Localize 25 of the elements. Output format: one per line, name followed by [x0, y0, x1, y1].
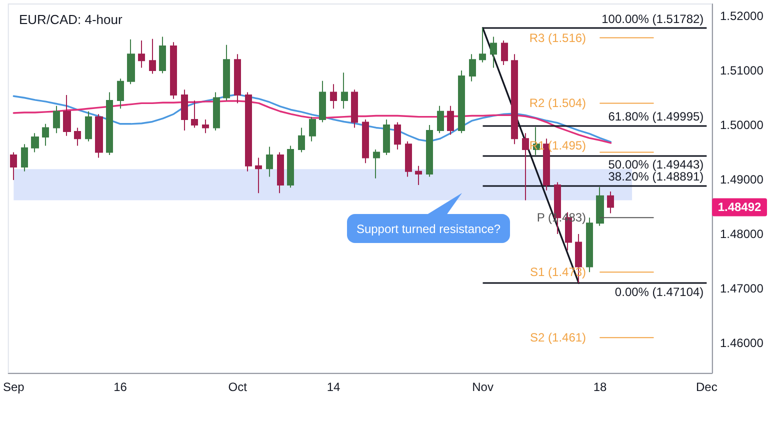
y-tick-label: 1.50000: [720, 118, 764, 132]
y-tick-label: 1.47000: [720, 282, 764, 296]
series-label: R2 (1.504): [529, 96, 586, 110]
y-tick-label: 1.52000: [720, 8, 764, 23]
series-label: S2 (1.461): [530, 330, 586, 345]
ref-line-label: 0.00% (1.47104): [614, 284, 704, 299]
y-tick-label: 1.48000: [720, 227, 764, 242]
ref-line-label: 100.00% (1.51782): [602, 12, 704, 26]
series-label: R3 (1.516): [529, 30, 586, 45]
x-tick-label: Oct: [228, 380, 248, 394]
x-tick-label: Nov: [472, 380, 494, 394]
text: 1.48492: [718, 200, 762, 214]
ref-line-label: 61.80% (1.49995): [608, 109, 704, 124]
x-tick-label: 18: [593, 380, 608, 394]
x-tick-label: 14: [326, 380, 341, 394]
y-tick-label: 1.51000: [720, 63, 764, 78]
y-tick-label: 1.46000: [720, 336, 764, 350]
x-tick-label: Dec: [696, 380, 718, 394]
ref-line-label: 50.00% (1.49443): [608, 157, 704, 172]
x-tick-label: Sep: [2, 380, 25, 394]
x-tick-label: 16: [114, 380, 128, 394]
annotation: Support turned resistance?: [347, 214, 510, 243]
series-label: R1 (1.495): [529, 138, 586, 152]
y-tick-label: 1.49000: [720, 172, 764, 187]
text: EUR/CAD: 4-hour: [19, 12, 123, 27]
